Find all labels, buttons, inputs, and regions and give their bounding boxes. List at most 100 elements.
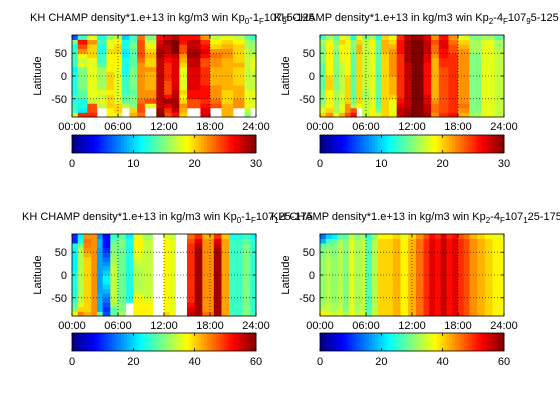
heatmap-cell [423,107,432,113]
heatmap-cell [366,275,373,280]
colorbar-swatch [132,135,136,153]
colorbar-swatch [204,135,208,153]
colorbar-swatch [489,135,493,153]
heatmap-cell [234,297,243,303]
heatmap-cell [469,302,478,308]
heatmap-cell [339,107,346,113]
heatmap-cell [469,35,482,40]
heatmap-cell [320,103,327,109]
heatmap-cell [210,94,222,100]
colorbar-swatch [391,333,396,351]
heatmap-cell [102,302,111,308]
heatmap-cell [200,53,211,59]
y-tick-label: -50 [51,293,67,305]
heatmap-cell [169,311,176,317]
heatmap-cell [431,76,440,81]
heatmap-cell [429,270,436,276]
x-tick-label: 18:00 [444,320,472,332]
heatmap-cell [423,57,432,63]
heatmap-cell [164,98,173,104]
heatmap-cell [234,238,243,244]
colorbar-swatch [440,135,445,153]
heatmap-cell [96,261,104,267]
heatmap-cell [448,107,459,113]
heatmap-cell [469,293,478,299]
heatmap-cell [458,293,465,299]
heatmap-cell [392,234,401,239]
heatmap-cell [110,270,119,276]
heatmap-cell [137,76,146,81]
heatmap-cell [339,98,346,104]
heatmap-cell [91,247,98,253]
heatmap-cell [91,284,98,290]
heatmap-cell [118,297,127,303]
colorbar-swatch [241,135,245,153]
heatmap-cell [446,261,453,267]
heatmap-cell [96,279,104,285]
heatmap-cell [133,279,144,285]
heatmap-cell [469,247,478,253]
heatmap-cell [320,293,327,299]
heatmap-cell [404,89,413,95]
heatmap-cell [194,234,203,239]
heatmap-cell [129,80,138,86]
heatmap-cell [440,288,447,294]
heatmap-cell [339,80,346,86]
colorbar-swatch [238,333,243,351]
heatmap-cell [366,284,373,290]
heatmap-cell [156,107,165,113]
heatmap-cell [137,71,146,77]
heatmap-cell [343,311,350,317]
heatmap-cell [435,306,442,312]
heatmap-cell [435,270,442,276]
heatmap-cell [229,311,236,317]
heatmap-cell [333,85,340,91]
heatmap-cell [423,89,432,95]
heatmap-cell [458,275,465,280]
colorbar-tick-label: 20 [437,158,449,170]
heatmap-cell [244,53,251,59]
colorbar-swatch [149,333,153,351]
heatmap-cell [213,302,222,308]
heatmap-cell [337,297,344,303]
heatmap-cell [400,288,409,294]
heatmap-cell [325,293,332,299]
heatmap-cell [221,252,230,258]
heatmap-cell [431,98,440,104]
heatmap-cell [412,44,424,50]
colorbar-frame [319,134,505,154]
heatmap-cell [169,279,176,285]
heatmap-cell [121,71,130,77]
heatmap-cell [202,265,215,271]
heatmap-cell [156,35,165,40]
heatmap-cell [144,44,157,50]
heatmap-cell [331,275,338,280]
heatmap-cell [164,311,171,317]
heatmap-cell [396,35,405,40]
heatmap-cell [404,53,413,59]
heatmap-cell [200,85,211,91]
heatmap-cell [404,35,413,40]
heatmap-cell [404,57,413,63]
colorbar-swatch [380,135,384,153]
heatmap-cell [169,234,176,239]
colorbar-tick-label: 20 [189,158,201,170]
heatmap-cell [179,80,188,86]
heatmap-cell [412,80,424,86]
colorbar-tick-label: 20 [375,356,387,368]
heatmap-cell [348,252,355,258]
title-part: KH CHAMP density*1.e+13 in kg/m3 win Kp [22,211,237,223]
heatmap-cell [179,39,188,45]
heatmap-cell [229,265,236,271]
heatmap-cell [463,288,470,294]
heatmap-cell [435,238,442,244]
colorbar-swatch [74,135,79,153]
heatmap-cell [339,112,346,118]
heatmap-cell [404,76,413,81]
colorbar-swatch [460,333,465,351]
colorbar-swatch [253,333,257,351]
heatmap-cell [244,103,251,109]
heatmap-cell [77,288,84,294]
colorbar-swatch [486,333,491,351]
heatmap-cell [343,243,350,249]
